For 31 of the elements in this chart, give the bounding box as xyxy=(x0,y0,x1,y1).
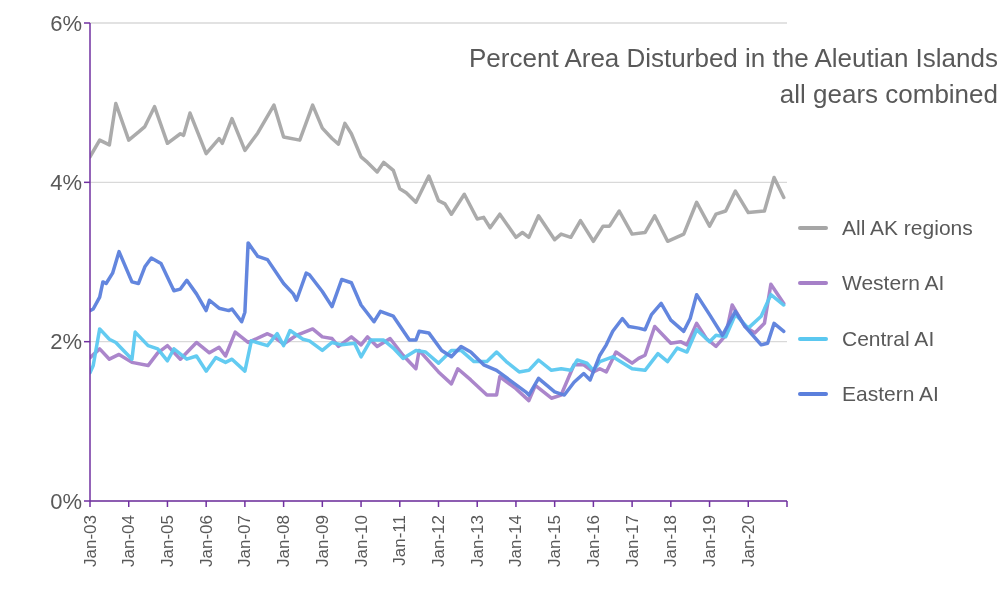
x-tick-label: Jan-06 xyxy=(196,515,216,567)
legend-label: All AK regions xyxy=(842,215,973,240)
x-tick-label: Jan-10 xyxy=(351,515,371,567)
line-series xyxy=(90,101,786,244)
y-tick-label: 0% xyxy=(50,488,82,514)
legend-label: Central AI xyxy=(842,326,935,351)
legend-label: Eastern AI xyxy=(842,382,939,407)
x-tick-label: Jan-13 xyxy=(467,515,487,567)
line-series xyxy=(90,292,786,375)
y-tick-label: 6% xyxy=(50,10,82,36)
y-tick-label: 2% xyxy=(50,329,82,355)
x-tick-label: Jan-07 xyxy=(235,515,255,567)
x-tick-label: Jan-09 xyxy=(312,515,332,567)
x-tick-label: Jan-03 xyxy=(80,515,100,567)
x-tick-label: Jan-20 xyxy=(738,515,758,567)
text: all gears combined xyxy=(778,78,998,111)
y-tick-label: 4% xyxy=(50,170,82,196)
x-tick-label: Jan-11 xyxy=(390,515,410,566)
x-tick-label: Jan-16 xyxy=(583,515,603,567)
text: Percent Area Disturbed in the Aleutian Islands xyxy=(469,42,998,75)
line-series xyxy=(90,241,786,397)
x-tick-label: Jan-19 xyxy=(700,515,720,567)
x-tick-label: Jan-15 xyxy=(545,515,565,567)
x-tick-label: Jan-08 xyxy=(274,515,294,567)
x-tick-label: Jan-05 xyxy=(157,515,177,567)
x-tick-label: Jan-14 xyxy=(506,515,526,567)
x-tick-label: Jan-18 xyxy=(661,515,681,567)
legend-label: Western AI xyxy=(842,271,945,296)
x-tick-label: Jan-12 xyxy=(429,515,448,567)
x-tick-label: Jan-17 xyxy=(622,515,642,567)
x-tick-label: Jan-04 xyxy=(119,515,139,567)
